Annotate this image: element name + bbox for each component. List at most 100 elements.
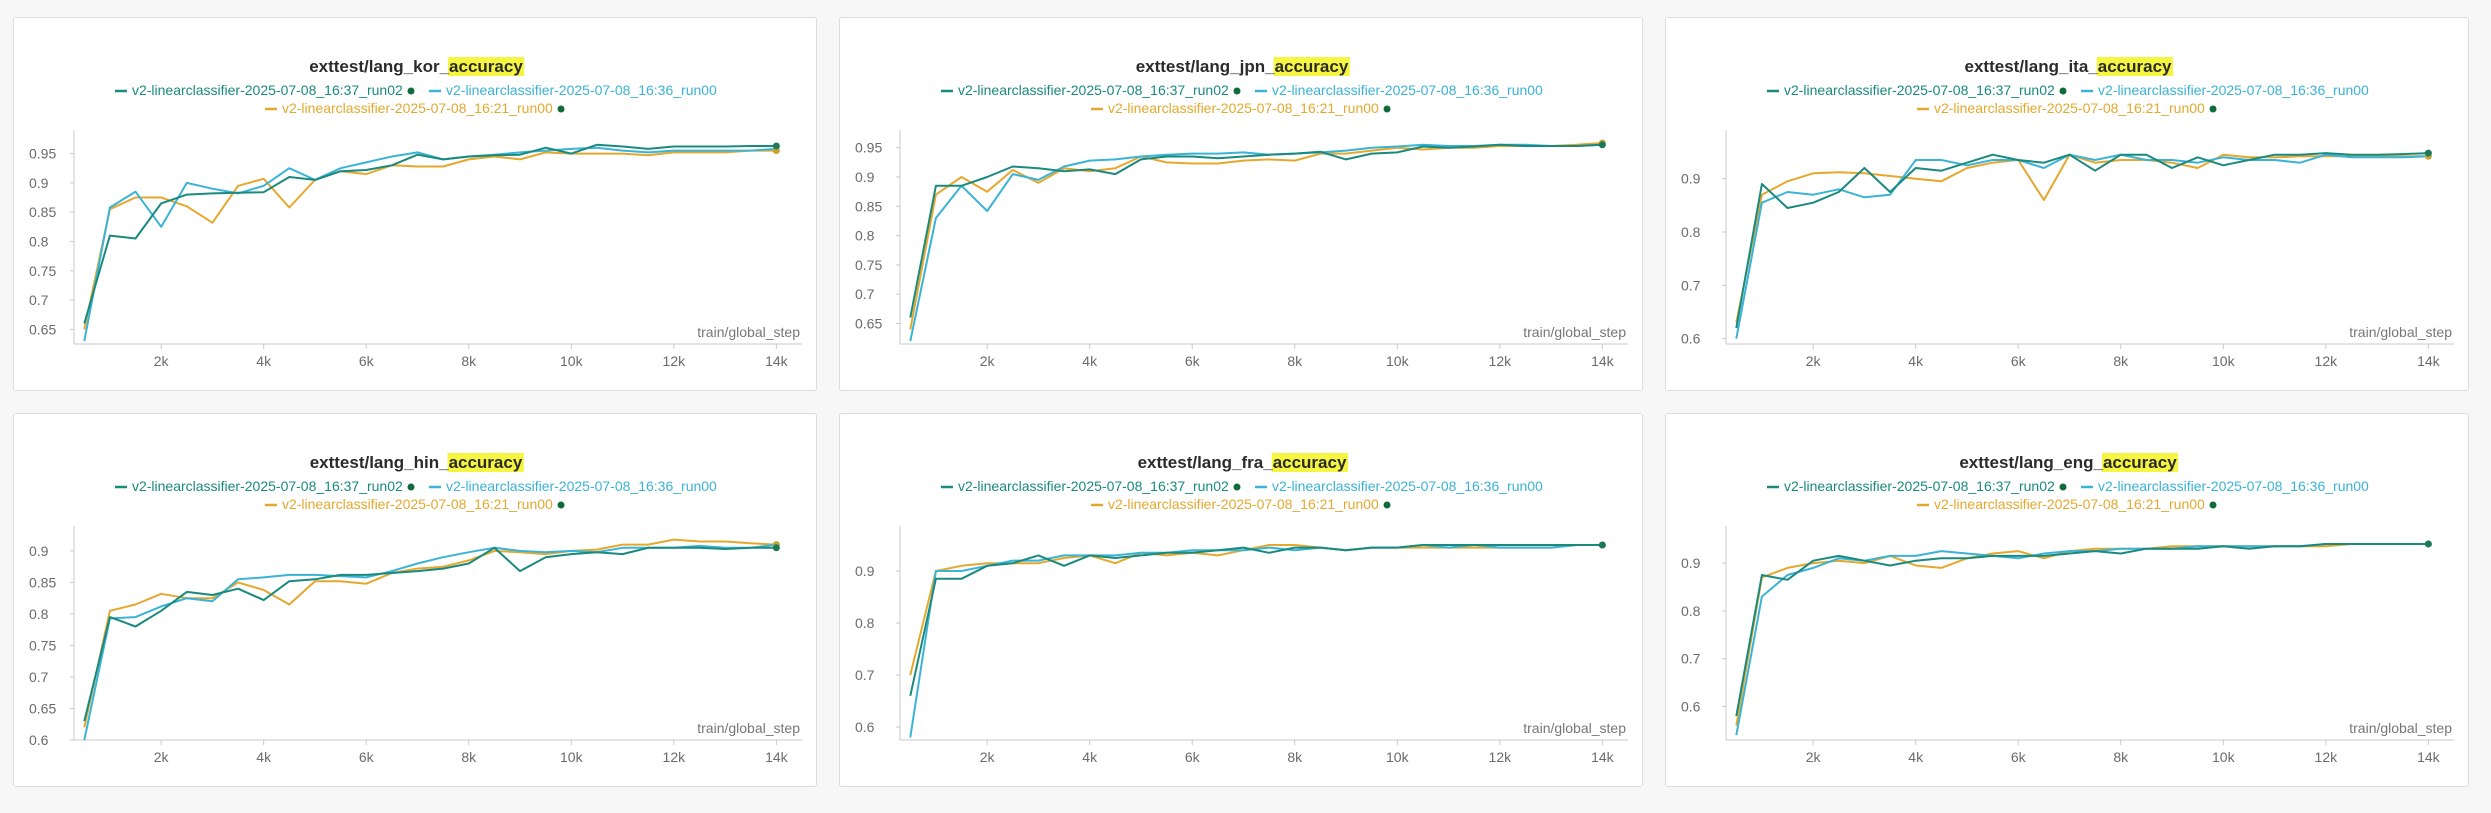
x-tick-label: 14k bbox=[2417, 749, 2441, 765]
chart-svg: exttest/lang_kor_accuracy v2-linearclassi… bbox=[29, 57, 802, 369]
title-highlight-box bbox=[2096, 57, 2174, 76]
chart-panel[interactable]: exttest/lang_kor_accuracy v2-linearclassi… bbox=[13, 17, 817, 391]
x-tick-label: 2k bbox=[980, 353, 996, 369]
chart-title-highlight: accuracy bbox=[1273, 453, 1347, 472]
x-tick-label: 2k bbox=[1806, 749, 1822, 765]
legend-label: v2-linearclassifier-2025-07-08_16:21_run… bbox=[1108, 496, 1379, 512]
chart-svg: exttest/lang_jpn_accuracy v2-linearclassi… bbox=[855, 57, 1628, 369]
legend-item[interactable]: v2-linearclassifier-2025-07-08_16:21_run… bbox=[1090, 496, 1391, 512]
chart-title-prefix: exttest/lang_hin_ bbox=[310, 453, 449, 472]
series-line[interactable] bbox=[1735, 153, 2429, 339]
x-tick-label: 12k bbox=[1489, 749, 1513, 765]
y-tick-label: 0.95 bbox=[29, 146, 56, 162]
series-line[interactable] bbox=[909, 544, 1603, 697]
x-axis-title: train/global_step bbox=[2349, 720, 2452, 736]
chart-title-highlight: accuracy bbox=[449, 57, 523, 76]
legend-label: v2-linearclassifier-2025-07-08_16:36_run… bbox=[2098, 478, 2369, 494]
chart-panel[interactable]: exttest/lang_jpn_accuracy v2-linearclassi… bbox=[839, 17, 1643, 391]
y-tick-label: 0.9 bbox=[1681, 555, 1701, 571]
x-tick-label: 10k bbox=[560, 749, 584, 765]
legend-item[interactable]: v2-linearclassifier-2025-07-08_16:36_run… bbox=[429, 82, 717, 98]
y-tick-label: 0.6 bbox=[855, 719, 875, 735]
series-line[interactable] bbox=[1735, 543, 2429, 717]
x-tick-label: 6k bbox=[1185, 353, 1201, 369]
series-line[interactable] bbox=[909, 544, 1603, 738]
y-tick-label: 0.95 bbox=[855, 140, 882, 156]
legend-item[interactable]: v2-linearclassifier-2025-07-08_16:36_run… bbox=[1255, 82, 1543, 98]
legend-item[interactable]: v2-linearclassifier-2025-07-08_16:37_run… bbox=[1766, 478, 2067, 494]
x-tick-label: 8k bbox=[461, 749, 477, 765]
x-tick-label: 4k bbox=[256, 749, 272, 765]
series-line[interactable] bbox=[1735, 543, 2429, 726]
y-tick-label: 0.8 bbox=[855, 615, 875, 631]
series-line[interactable] bbox=[909, 143, 1603, 342]
y-tick-label: 0.7 bbox=[855, 286, 875, 302]
legend-label: v2-linearclassifier-2025-07-08_16:36_run… bbox=[446, 82, 717, 98]
series-line[interactable] bbox=[83, 143, 777, 324]
title-highlight-box bbox=[2101, 453, 2179, 472]
y-tick-label: 0.8 bbox=[29, 606, 49, 622]
x-tick-label: 6k bbox=[2011, 749, 2027, 765]
x-tick-label: 4k bbox=[1908, 749, 1924, 765]
legend-item[interactable]: v2-linearclassifier-2025-07-08_16:37_run… bbox=[940, 478, 1241, 494]
legend-label: v2-linearclassifier-2025-07-08_16:37_run… bbox=[958, 82, 1229, 98]
series-line[interactable] bbox=[909, 143, 1603, 318]
series-line[interactable] bbox=[909, 142, 1603, 330]
series-line[interactable] bbox=[83, 538, 777, 728]
legend-item[interactable]: v2-linearclassifier-2025-07-08_16:21_run… bbox=[264, 496, 565, 512]
legend-status-dot bbox=[557, 501, 565, 509]
legend-item[interactable]: v2-linearclassifier-2025-07-08_16:36_run… bbox=[2081, 478, 2369, 494]
legend-item[interactable]: v2-linearclassifier-2025-07-08_16:36_run… bbox=[1255, 478, 1543, 494]
x-tick-label: 10k bbox=[2212, 749, 2236, 765]
title-highlight-box bbox=[1271, 453, 1348, 472]
chart-panel[interactable]: exttest/lang_hin_accuracy v2-linearclassi… bbox=[13, 413, 817, 787]
chart-svg: exttest/lang_fra_accuracy v2-linearclassi… bbox=[855, 453, 1628, 765]
y-tick-label: 0.9 bbox=[855, 169, 875, 185]
legend-item[interactable]: v2-linearclassifier-2025-07-08_16:21_run… bbox=[264, 100, 565, 116]
legend-item[interactable]: v2-linearclassifier-2025-07-08_16:36_run… bbox=[2081, 82, 2369, 98]
series-line[interactable] bbox=[83, 146, 777, 342]
y-tick-label: 0.9 bbox=[29, 175, 49, 191]
series-line[interactable] bbox=[83, 543, 777, 741]
legend-label: v2-linearclassifier-2025-07-08_16:36_run… bbox=[2098, 82, 2369, 98]
chart-svg: exttest/lang_hin_accuracy v2-linearclassi… bbox=[29, 453, 802, 765]
y-tick-label: 0.85 bbox=[29, 574, 56, 590]
series-line[interactable] bbox=[83, 149, 777, 330]
chart-title-prefix: exttest/lang_kor_ bbox=[309, 57, 449, 76]
legend-item[interactable]: v2-linearclassifier-2025-07-08_16:37_run… bbox=[1766, 82, 2067, 98]
legend-item[interactable]: v2-linearclassifier-2025-07-08_16:21_run… bbox=[1916, 496, 2217, 512]
legend-item[interactable]: v2-linearclassifier-2025-07-08_16:37_run… bbox=[114, 82, 415, 98]
x-tick-label: 8k bbox=[2113, 353, 2129, 369]
series-line[interactable] bbox=[1735, 543, 2429, 736]
y-tick-label: 0.7 bbox=[29, 669, 49, 685]
x-tick-label: 4k bbox=[1082, 353, 1098, 369]
legend-label: v2-linearclassifier-2025-07-08_16:37_run… bbox=[1784, 478, 2055, 494]
series-line[interactable] bbox=[909, 544, 1603, 676]
legend-status-dot bbox=[1233, 87, 1241, 95]
x-tick-label: 12k bbox=[663, 749, 687, 765]
legend-label: v2-linearclassifier-2025-07-08_16:36_run… bbox=[446, 478, 717, 494]
chart-title: exttest/lang_jpn_accuracy bbox=[1136, 57, 1350, 76]
x-tick-label: 14k bbox=[1591, 749, 1615, 765]
chart-title-highlight: accuracy bbox=[2098, 57, 2172, 76]
chart-panel[interactable]: exttest/lang_ita_accuracy v2-linearclassi… bbox=[1665, 17, 2469, 391]
legend-item[interactable]: v2-linearclassifier-2025-07-08_16:21_run… bbox=[1916, 100, 2217, 116]
series-line[interactable] bbox=[1735, 152, 2429, 329]
chart-panel[interactable]: exttest/lang_eng_accuracy v2-linearclassi… bbox=[1665, 413, 2469, 787]
chart-svg: exttest/lang_ita_accuracy v2-linearclassi… bbox=[1681, 57, 2454, 369]
chart-title-prefix: exttest/lang_ita_ bbox=[1965, 57, 2099, 76]
series-line[interactable] bbox=[83, 546, 777, 722]
legend-status-dot bbox=[2209, 105, 2217, 113]
legend-item[interactable]: v2-linearclassifier-2025-07-08_16:21_run… bbox=[1090, 100, 1391, 116]
y-tick-label: 0.7 bbox=[1681, 651, 1701, 667]
legend-item[interactable]: v2-linearclassifier-2025-07-08_16:37_run… bbox=[940, 82, 1241, 98]
x-axis-title: train/global_step bbox=[697, 324, 800, 340]
x-tick-label: 4k bbox=[256, 353, 272, 369]
legend-item[interactable]: v2-linearclassifier-2025-07-08_16:37_run… bbox=[114, 478, 415, 494]
legend-item[interactable]: v2-linearclassifier-2025-07-08_16:36_run… bbox=[429, 478, 717, 494]
legend-label: v2-linearclassifier-2025-07-08_16:37_run… bbox=[958, 478, 1229, 494]
x-tick-label: 10k bbox=[1386, 353, 1410, 369]
series-line[interactable] bbox=[1735, 153, 2429, 323]
chart-panel[interactable]: exttest/lang_fra_accuracy v2-linearclassi… bbox=[839, 413, 1643, 787]
